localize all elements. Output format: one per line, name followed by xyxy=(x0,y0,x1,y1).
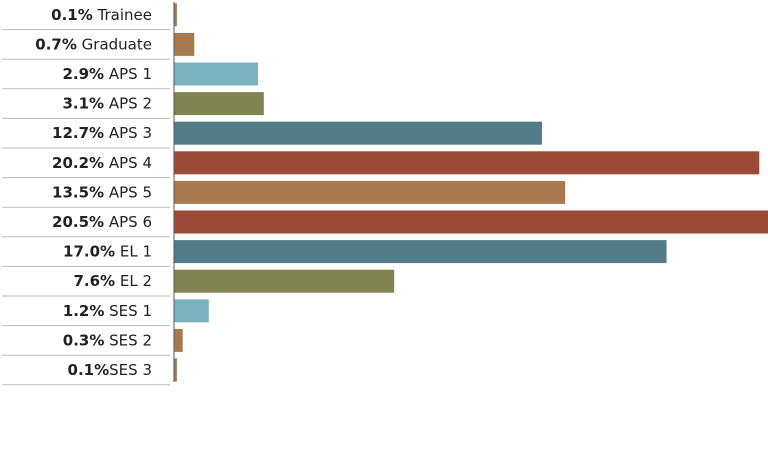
category-percent: 3.1% xyxy=(62,95,104,113)
category-label: 3.1% APS 2 xyxy=(62,95,152,113)
bar xyxy=(174,92,264,116)
bar xyxy=(174,151,760,175)
category-label: 2.9% APS 1 xyxy=(62,65,152,83)
category-label: 13.5% APS 5 xyxy=(52,183,152,201)
category-percent: 0.7% xyxy=(35,35,77,53)
category-label: 1.2% SES 1 xyxy=(63,302,152,320)
bar xyxy=(174,62,259,86)
category-percent: 0.1% xyxy=(68,361,110,379)
bar xyxy=(174,32,195,56)
category-label: 0.1% Trainee xyxy=(51,6,152,24)
chart-rows: 0.1% Trainee 0.7% Graduate 2.9% APS 1 3.1% … xyxy=(2,3,768,386)
category-name: APS 3 xyxy=(104,124,152,142)
category-percent: 17.0% xyxy=(63,243,115,261)
category-label: 20.5% APS 6 xyxy=(52,213,152,231)
category-name: Trainee xyxy=(93,6,152,24)
category-percent: 13.5% xyxy=(52,183,104,201)
bar xyxy=(174,210,768,234)
category-label: 12.7% APS 3 xyxy=(52,124,152,142)
bar xyxy=(174,299,209,323)
category-label: 0.7% Graduate xyxy=(35,35,152,53)
category-name: APS 4 xyxy=(104,154,152,172)
category-label: 17.0% EL 1 xyxy=(63,243,152,261)
bar xyxy=(174,3,177,27)
category-name: SES 3 xyxy=(109,361,152,379)
bar xyxy=(174,328,183,352)
category-name: APS 1 xyxy=(104,65,152,83)
category-name: APS 2 xyxy=(104,95,152,113)
category-label: 7.6% EL 2 xyxy=(73,272,152,290)
category-label: 0.3% SES 2 xyxy=(63,331,152,349)
bar xyxy=(174,269,395,293)
category-percent: 12.7% xyxy=(52,124,104,142)
category-percent: 20.2% xyxy=(52,154,104,172)
category-label: 0.1%SES 3 xyxy=(68,361,152,379)
category-name: SES 2 xyxy=(104,331,152,349)
category-name: EL 1 xyxy=(115,243,152,261)
category-name: SES 1 xyxy=(104,302,152,320)
category-name: EL 2 xyxy=(115,272,152,290)
category-percent: 0.3% xyxy=(63,331,105,349)
category-percent: 7.6% xyxy=(73,272,115,290)
category-name: APS 5 xyxy=(104,183,152,201)
bar xyxy=(174,240,667,264)
category-label: 20.2% APS 4 xyxy=(52,154,152,172)
bar xyxy=(174,358,177,382)
category-percent: 20.5% xyxy=(52,213,104,231)
category-name: APS 6 xyxy=(104,213,152,231)
bar xyxy=(174,121,542,145)
bar xyxy=(174,180,566,204)
category-percent: 2.9% xyxy=(62,65,104,83)
category-percent: 0.1% xyxy=(51,6,93,24)
category-percent: 1.2% xyxy=(63,302,105,320)
category-name: Graduate xyxy=(77,35,152,53)
